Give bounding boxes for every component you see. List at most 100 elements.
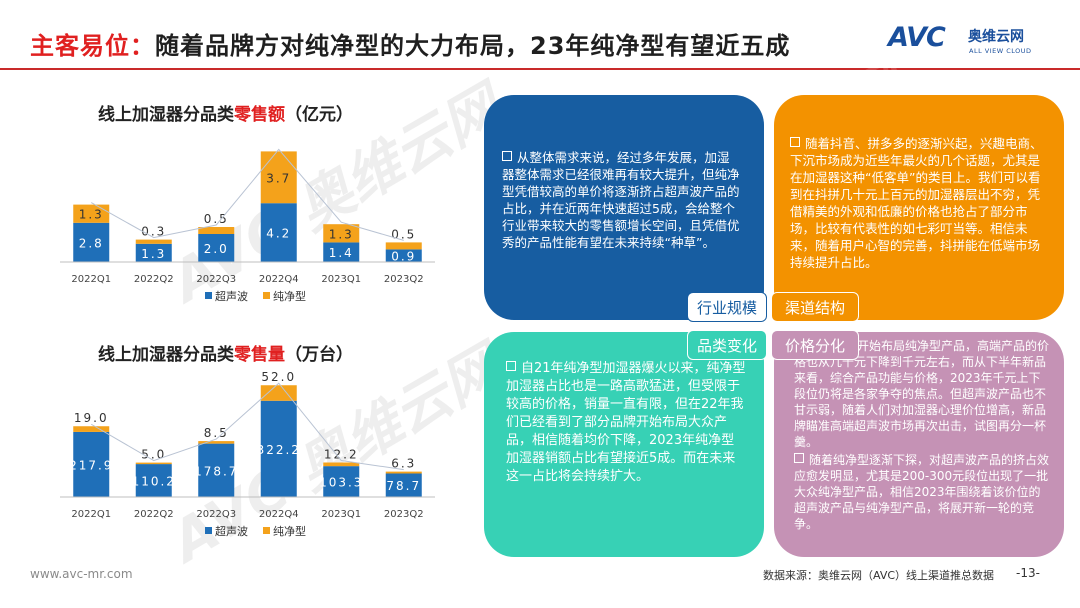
legend-label-纯净型: 纯净型 bbox=[273, 524, 306, 538]
data-label-超声波-2023Q2: 78.7 bbox=[386, 479, 421, 493]
tick-label-2022Q4: 2022Q4 bbox=[259, 509, 299, 520]
bar-纯净型-2022Q3 bbox=[198, 441, 235, 444]
bar-超声波-2022Q3 bbox=[198, 234, 235, 262]
data-label-纯净型-2022Q2: 5.0 bbox=[141, 448, 166, 462]
data-label-纯净型-2023Q2: 6.3 bbox=[391, 457, 416, 471]
data-label-超声波-2022Q2: 1.3 bbox=[141, 247, 166, 261]
industry-text: 从整体需求来说，经过多年发展，加湿器整体需求已经很难再有较大提升，但纯净型凭借较… bbox=[502, 150, 740, 250]
tick-label-2022Q3: 2022Q3 bbox=[196, 274, 236, 285]
bullet-icon bbox=[502, 151, 512, 161]
data-label-超声波-2023Q1: 103.3 bbox=[319, 476, 363, 490]
tick-label-2022Q2: 2022Q2 bbox=[134, 509, 174, 520]
bar-超声波-2022Q1 bbox=[73, 431, 110, 497]
bar-纯净型-2022Q4 bbox=[260, 151, 297, 204]
quadrant-channel-structure: 随着抖音、拼多多的逐渐兴起，兴趣电商、下沉市场成为近些年最火的几个话题，尤其是在… bbox=[774, 95, 1064, 320]
data-label-纯净型-2022Q3: 8.5 bbox=[204, 426, 229, 440]
tick-label-2023Q1: 2023Q1 bbox=[321, 274, 361, 285]
data-label-超声波-2022Q4: 4.2 bbox=[266, 227, 291, 241]
chart1-retail-sales: 2.8 1.3 2022Q1 1.3 0.3 2022Q2 2.0 0.5 2022Q3 4.2 3… bbox=[60, 148, 435, 303]
tick-label-2022Q1: 2022Q1 bbox=[71, 509, 111, 520]
legend-label-超声波: 超声波 bbox=[215, 289, 248, 303]
bullet-icon bbox=[506, 361, 516, 371]
chart1-title: 线上加湿器分品类零售额（亿元） bbox=[98, 105, 353, 125]
data-label-纯净型-2022Q3: 0.5 bbox=[204, 212, 229, 226]
data-label-纯净型-2023Q1: 1.3 bbox=[329, 227, 354, 241]
label-channel-structure: 渠道结构 bbox=[771, 292, 859, 322]
data-label-纯净型-2023Q1: 12.2 bbox=[324, 448, 359, 462]
data-label-超声波-2023Q2: 0.9 bbox=[391, 250, 416, 264]
bar-超声波-2022Q3 bbox=[198, 443, 235, 497]
quadrant-price-divergence: 大量企业开始布局纯净型产品，高端产品的价格也从几千元下降到千元左右，而从下半年新… bbox=[774, 332, 1064, 557]
bar-纯净型-2023Q1 bbox=[323, 224, 360, 243]
label-category-change: 品类变化 bbox=[687, 330, 767, 360]
data-label-纯净型-2022Q2: 0.3 bbox=[141, 225, 166, 239]
chart2-retail-volume: 217.9 19.0 2022Q1 110.2 5.0 2022Q2 178.7 8.5 202… bbox=[60, 370, 435, 538]
data-label-超声波-2023Q1: 1.4 bbox=[329, 246, 354, 260]
logo-mark: AVC bbox=[888, 22, 946, 53]
page-number: -13- bbox=[1016, 566, 1040, 580]
title-main: 随着品牌方对纯净型的大力布局，23年纯净型有望近五成 bbox=[155, 32, 791, 60]
avc-logo: AVC 奥维云网 ALL VIEW CLOUD bbox=[888, 22, 1063, 62]
trend-line bbox=[90, 382, 404, 471]
bar-纯净型-2022Q2 bbox=[135, 239, 172, 244]
trend-line bbox=[91, 148, 404, 241]
header-divider bbox=[0, 68, 1080, 70]
bullet-icon bbox=[790, 137, 800, 147]
category-text: 自21年纯净型加湿器爆火以来，纯净型加湿器占比也是一路高歌猛进，但受限于较高的价… bbox=[506, 361, 746, 484]
tick-label-2023Q2: 2023Q2 bbox=[384, 509, 424, 520]
data-source-note: 数据来源：奥维云网（AVC）线上渠道推总数据 bbox=[763, 569, 995, 582]
bar-超声波-2022Q2 bbox=[135, 464, 172, 497]
tick-label-2022Q3: 2022Q3 bbox=[196, 509, 236, 520]
legend-swatch-超声波 bbox=[205, 527, 212, 534]
bar-超声波-2022Q4 bbox=[260, 203, 297, 262]
tick-label-2022Q2: 2022Q2 bbox=[134, 274, 174, 285]
bar-纯净型-2022Q4 bbox=[260, 385, 297, 401]
tick-label-2023Q2: 2023Q2 bbox=[384, 274, 424, 285]
data-label-纯净型-2022Q4: 3.7 bbox=[266, 171, 291, 185]
legend-label-超声波: 超声波 bbox=[215, 524, 248, 538]
data-label-超声波-2022Q4: 322.2 bbox=[257, 443, 301, 457]
legend-swatch-纯净型 bbox=[263, 527, 270, 534]
data-label-纯净型-2022Q4: 52.0 bbox=[261, 370, 296, 384]
bar-纯净型-2023Q1 bbox=[323, 462, 360, 467]
channel-text: 随着抖音、拼多多的逐渐兴起，兴趣电商、下沉市场成为近些年最火的几个话题，尤其是在… bbox=[790, 136, 1043, 270]
label-price-divergence: 价格分化 bbox=[771, 330, 859, 360]
bar-纯净型-2022Q3 bbox=[198, 227, 235, 234]
bar-纯净型-2023Q2 bbox=[385, 242, 422, 250]
bar-纯净型-2022Q2 bbox=[135, 462, 172, 465]
bar-超声波-2023Q2 bbox=[385, 249, 422, 262]
tick-label-2022Q1: 2022Q1 bbox=[71, 274, 111, 285]
tick-label-2023Q1: 2023Q1 bbox=[321, 509, 361, 520]
bullet-icon bbox=[794, 453, 804, 463]
logo-en: ALL VIEW CLOUD bbox=[969, 47, 1032, 55]
data-label-纯净型-2022Q1: 1.3 bbox=[79, 208, 104, 222]
bar-超声波-2022Q2 bbox=[135, 243, 172, 262]
logo-cn: 奥维云网 bbox=[968, 29, 1024, 45]
legend-swatch-纯净型 bbox=[263, 292, 270, 299]
data-label-超声波-2022Q3: 2.0 bbox=[204, 242, 229, 256]
quadrant-category-change: 自21年纯净型加湿器爆火以来，纯净型加湿器占比也是一路高歌猛进，但受限于较高的价… bbox=[484, 332, 764, 557]
tick-label-2022Q4: 2022Q4 bbox=[259, 274, 299, 285]
price-text-1: 大量企业开始布局纯净型产品，高端产品的价格也从几千元下降到千元左右，而从下半年新… bbox=[794, 339, 1050, 449]
data-label-纯净型-2023Q2: 0.5 bbox=[391, 227, 416, 241]
title-prefix: 主客易位： bbox=[30, 32, 155, 60]
data-label-纯净型-2022Q1: 19.0 bbox=[74, 411, 109, 425]
bar-超声波-2023Q2 bbox=[385, 473, 422, 497]
data-label-超声波-2022Q2: 110.2 bbox=[132, 475, 176, 489]
bar-超声波-2022Q1 bbox=[73, 222, 110, 262]
data-label-超声波-2022Q3: 178.7 bbox=[194, 464, 238, 478]
footer-url: www.avc-mr.com bbox=[30, 567, 133, 581]
page-title: 主客易位：随着品牌方对纯净型的大力布局，23年纯净型有望近五成 bbox=[30, 26, 790, 61]
bar-超声波-2023Q1 bbox=[323, 466, 360, 497]
bar-纯净型-2022Q1 bbox=[73, 426, 110, 432]
label-industry-scale: 行业规模 bbox=[687, 292, 767, 322]
legend-label-纯净型: 纯净型 bbox=[273, 289, 306, 303]
legend-swatch-超声波 bbox=[205, 292, 212, 299]
bar-超声波-2023Q1 bbox=[323, 242, 360, 262]
bar-超声波-2022Q4 bbox=[260, 400, 297, 497]
price-text-2: 随着纯净型逐渐下探，对超声波产品的挤占效应愈发明显，尤其是200-300元段位出… bbox=[794, 453, 1050, 531]
data-label-超声波-2022Q1: 217.9 bbox=[69, 458, 113, 472]
data-label-超声波-2022Q1: 2.8 bbox=[79, 236, 104, 250]
bar-纯净型-2023Q2 bbox=[385, 471, 422, 474]
quadrant-industry-scale: 从整体需求来说，经过多年发展，加湿器整体需求已经很难再有较大提升，但纯净型凭借较… bbox=[484, 95, 764, 320]
